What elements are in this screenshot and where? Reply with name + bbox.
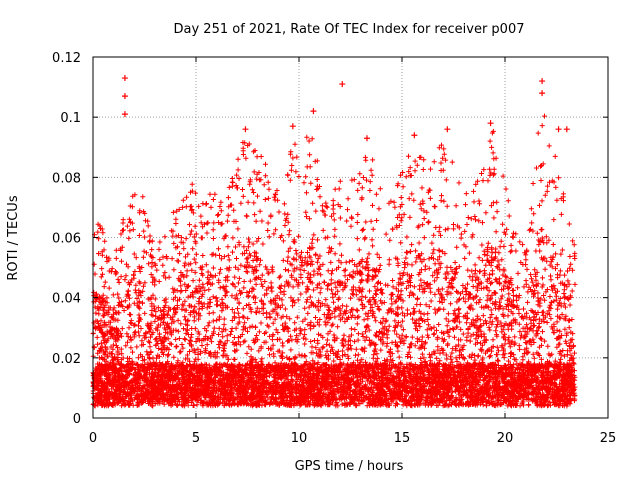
x-tick-label: 5 (192, 431, 200, 446)
peak-point (539, 90, 546, 97)
peak-point (339, 81, 346, 88)
peak-point (121, 93, 128, 100)
peak-point (242, 126, 249, 133)
data-points (90, 75, 578, 409)
chart-title: Day 251 of 2021, Rate Of TEC Index for r… (174, 22, 525, 37)
x-tick-label: 25 (600, 431, 617, 446)
axes: 0 5 10 15 20 25 0 0.02 0.04 0.06 0.08 0.1 0.12 (52, 51, 616, 446)
peak-point (563, 126, 570, 133)
y-tick-label: 0.12 (52, 51, 81, 66)
y-tick-label: 0.08 (52, 171, 81, 186)
peak-point (539, 78, 546, 85)
peak-point (121, 111, 128, 118)
peak-point (121, 75, 128, 82)
peak-point (363, 135, 370, 142)
peak-point (487, 120, 494, 127)
peak-point (289, 123, 296, 130)
peak-point (411, 132, 418, 139)
x-tick-label: 10 (291, 431, 308, 446)
x-axis-label: GPS time / hours (295, 459, 404, 474)
y-tick-label: 0 (73, 412, 81, 427)
peak-point (555, 126, 562, 133)
peak-point (444, 126, 451, 133)
y-tick-label: 0.02 (52, 352, 81, 367)
y-tick-label: 0.1 (60, 111, 81, 126)
peak-point (310, 108, 317, 115)
x-tick-label: 0 (89, 431, 97, 446)
y-axis-label: ROTI / TECUs (6, 195, 21, 280)
y-tick-label: 0.04 (52, 292, 81, 307)
x-tick-label: 15 (394, 431, 411, 446)
scatter-cloud (90, 113, 578, 409)
x-tick-label: 20 (497, 431, 514, 446)
y-tick-label: 0.06 (52, 232, 81, 247)
